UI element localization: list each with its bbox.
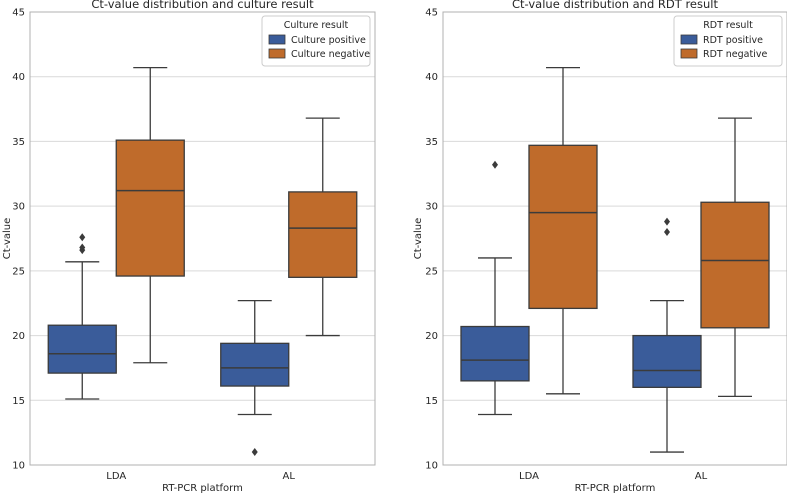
- legend-swatch: [680, 48, 698, 59]
- legend-entry: Culture negative: [291, 49, 370, 60]
- chart-title: Ct-value distribution and culture result: [91, 0, 314, 11]
- x-tick-label: LDA: [519, 471, 539, 482]
- outlier-point: [251, 448, 258, 457]
- y-tick-label: 30: [425, 202, 438, 213]
- y-tick-label: 30: [12, 202, 25, 213]
- y-tick-label: 10: [12, 461, 25, 472]
- y-tick-label: 40: [425, 72, 438, 83]
- x-axis-label: RT-PCR platform: [575, 483, 656, 493]
- y-tick-label: 35: [425, 137, 438, 148]
- y-tick-label: 40: [12, 72, 25, 83]
- y-tick-label: 15: [425, 396, 438, 407]
- legend-entry: RDT positive: [703, 35, 763, 46]
- y-tick-label: 20: [425, 331, 438, 342]
- box-al-negative: [288, 191, 358, 278]
- x-axis-label: RT-PCR platform: [162, 483, 243, 493]
- x-tick-label: AL: [283, 471, 296, 482]
- legend-box: [673, 15, 783, 67]
- outlier-point: [79, 243, 86, 252]
- y-tick-label: 15: [12, 396, 25, 407]
- chart-panel-rdt: 10 15 20 25 30 35 40 45 LDA AL RT-PCR platform Ct-v…: [413, 0, 787, 493]
- box-lda-positive: [47, 324, 117, 374]
- y-tick-label: 25: [12, 266, 25, 277]
- legend: Culture result Culture positive Culture ne…: [261, 15, 371, 67]
- outlier-point: [664, 217, 670, 226]
- y-axis-label: Ct-value: [2, 218, 13, 260]
- box-lda-positive: [460, 325, 530, 382]
- legend-entry: RDT negative: [703, 49, 767, 60]
- box-lda-negative: [528, 144, 598, 310]
- y-axis-label: Ct-value: [413, 218, 424, 260]
- legend-box: [261, 15, 371, 67]
- chart-title: Ct-value distribution and RDT result: [512, 0, 718, 11]
- plot-frame: [29, 11, 376, 466]
- y-tick-label: 45: [12, 8, 25, 19]
- legend-title: Culture result: [284, 20, 349, 31]
- y-tick-label: 10: [425, 461, 438, 472]
- box-al-negative: [700, 201, 770, 329]
- box-al-positive: [220, 342, 290, 387]
- y-tick-label: 45: [425, 8, 438, 19]
- x-tick-label: AL: [695, 471, 708, 482]
- x-tick-label: LDA: [106, 471, 126, 482]
- box-lda-negative: [115, 139, 185, 277]
- legend-swatch: [268, 48, 286, 59]
- y-tick-label: 20: [12, 331, 25, 342]
- legend: RDT result RDT positive RDT negative: [673, 15, 783, 67]
- legend-title: RDT result: [703, 20, 753, 31]
- plot-frame: [442, 11, 787, 466]
- outlier-point: [492, 160, 498, 169]
- legend-swatch: [268, 34, 286, 45]
- chart-panel-culture: 10 15 20 25 30 35 40 45 LDA AL RT-PCR platform Ct-v…: [2, 0, 376, 493]
- outlier-point: [664, 228, 670, 237]
- y-tick-label: 35: [12, 137, 25, 148]
- box-al-positive: [632, 334, 702, 388]
- legend-entry: Culture positive: [291, 35, 366, 46]
- legend-swatch: [680, 34, 698, 45]
- outlier-point: [79, 233, 86, 242]
- y-tick-label: 25: [425, 266, 438, 277]
